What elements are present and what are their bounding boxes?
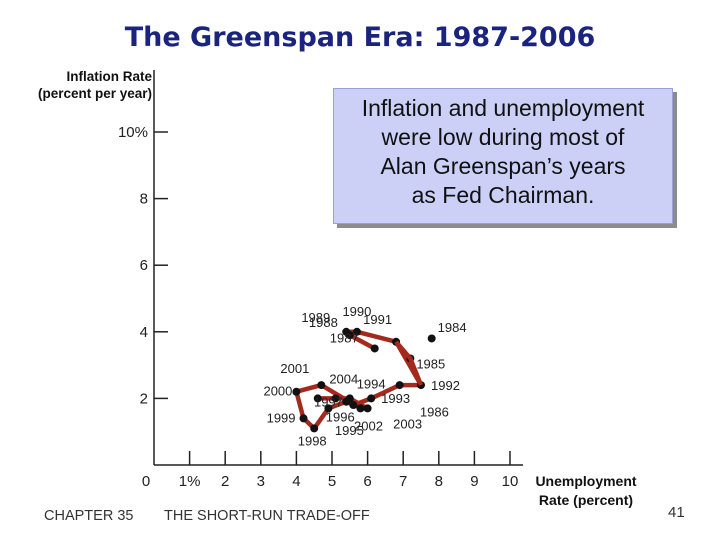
y-tick-label: 8 <box>140 191 148 208</box>
x-tick-label: 7 <box>399 473 407 490</box>
y-tick-label: 10% <box>118 124 148 141</box>
callout-line-1: Inflation and unemployment <box>361 95 645 121</box>
x-tick-label: 1% <box>179 473 201 490</box>
data-point-label: 1987 <box>330 330 359 345</box>
data-point-label: 2003 <box>393 416 422 431</box>
callout-box: Inflation and unemployment were low duri… <box>333 88 673 224</box>
y-axis-label-line-1: Inflation Rate <box>66 69 152 84</box>
y-tick-label: 6 <box>140 257 148 274</box>
callout-line-2: were low during most of <box>381 124 625 150</box>
series-line-extra <box>394 340 424 386</box>
x-tick-label: 9 <box>470 473 478 490</box>
y-tick-label: 2 <box>140 390 148 407</box>
data-point-marker <box>395 381 404 390</box>
x-tick-label: 5 <box>328 473 336 490</box>
data-point-label: 2001 <box>280 361 309 376</box>
data-point-label: 1988 <box>309 315 338 330</box>
data-point-marker <box>342 327 351 336</box>
data-point-marker <box>363 404 372 413</box>
x-axis-label: Unemployment Rate (percent) <box>526 472 646 510</box>
x-axis-label-line-2: Rate (percent) <box>538 492 634 508</box>
data-point-marker <box>292 387 301 396</box>
data-point-label: 1984 <box>438 320 467 335</box>
data-point-marker <box>367 394 376 403</box>
data-point-label: 2004 <box>329 371 358 386</box>
data-point-label: 1989 <box>301 310 330 325</box>
data-point-label: 1994 <box>357 376 386 391</box>
y-tick-label: 4 <box>140 324 148 341</box>
data-point-marker <box>345 394 354 403</box>
y-axis-label: Inflation Rate (percent per year) <box>6 68 152 102</box>
callout-line-3: Alan Greenspan’s years <box>380 153 626 179</box>
data-point-label: 2002 <box>354 418 383 433</box>
data-point-label: 1997 <box>314 394 343 409</box>
x-tick-label: 6 <box>363 473 371 490</box>
data-point-marker <box>310 424 319 433</box>
callout-line-4: as Fed Chairman. <box>411 182 595 208</box>
y-axis-label-line-2: (percent per year) <box>37 86 152 101</box>
data-point-marker <box>356 404 365 413</box>
data-point-marker <box>324 404 333 413</box>
x-tick-label: 2 <box>221 473 229 490</box>
data-point-label: 1992 <box>431 378 460 393</box>
data-point-label: 1990 <box>342 304 371 319</box>
data-point-label: 1993 <box>381 391 410 406</box>
data-point-label: 1999 <box>267 410 296 425</box>
data-point-marker <box>370 344 379 353</box>
x-tick-label: 10 <box>502 473 519 490</box>
footer-topic: THE SHORT-RUN TRADE-OFF <box>164 508 370 524</box>
data-point-marker <box>349 401 358 410</box>
data-point-marker <box>317 381 326 390</box>
data-point-label: 1985 <box>416 356 445 371</box>
data-point-marker <box>299 414 308 423</box>
x-axis-label-line-1: Unemployment <box>535 473 637 489</box>
data-point-marker <box>427 334 436 343</box>
x-tick-label: 0 <box>142 473 150 490</box>
footer-chapter: CHAPTER 35 <box>44 508 134 524</box>
slide-title: The Greenspan Era: 1987-2006 <box>124 22 596 53</box>
data-point-label: 1996 <box>326 410 355 425</box>
data-point-marker <box>352 327 361 336</box>
x-tick-label: 8 <box>435 473 443 490</box>
data-point-label: 1991 <box>363 312 392 327</box>
page-number: 41 <box>668 504 685 521</box>
x-tick-label: 4 <box>292 473 300 490</box>
data-point-marker <box>331 394 340 403</box>
data-point-label: 2000 <box>263 384 292 399</box>
data-point-label: 1986 <box>420 405 449 420</box>
data-point-label: 1998 <box>298 433 327 448</box>
x-tick-label: 3 <box>257 473 265 490</box>
data-point-marker <box>313 394 322 403</box>
data-point-label: 1995 <box>335 423 364 438</box>
